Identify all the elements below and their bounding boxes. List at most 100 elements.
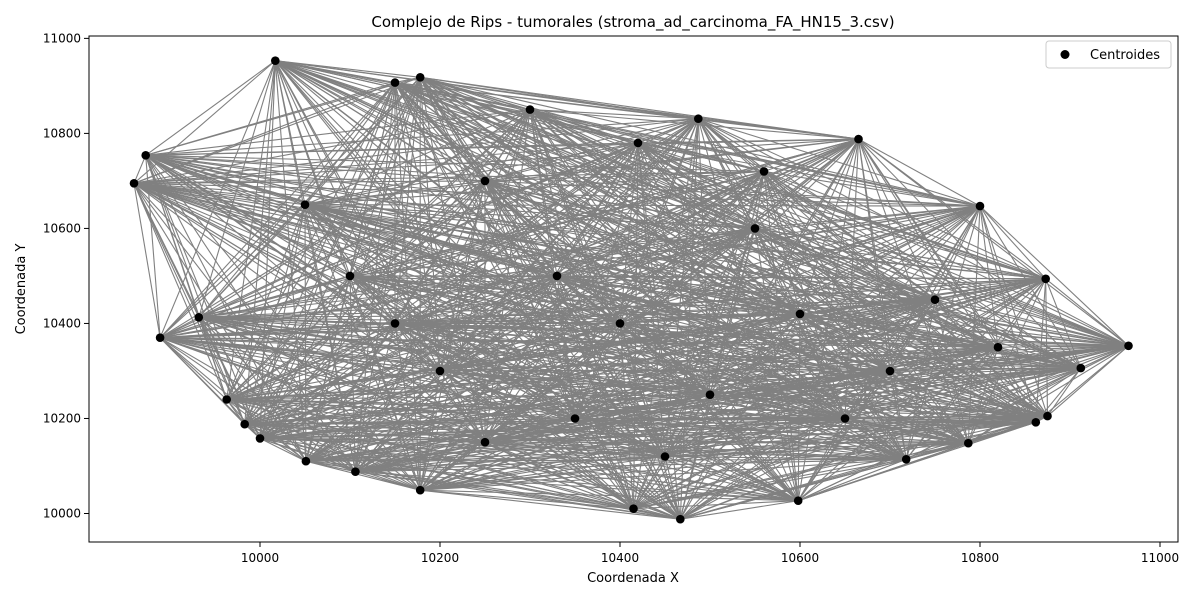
centroid-point bbox=[570, 414, 580, 423]
rips-edge bbox=[709, 394, 799, 502]
rips-edge bbox=[305, 142, 639, 462]
x-tick-label: 10000 bbox=[241, 551, 279, 565]
rips-edge bbox=[145, 154, 621, 324]
rips-edge bbox=[304, 204, 396, 324]
rips-edge bbox=[420, 489, 799, 502]
rips-edge bbox=[799, 313, 891, 372]
rips-edge bbox=[304, 204, 441, 372]
rips-edge bbox=[1047, 367, 1082, 417]
rips-edge bbox=[349, 275, 486, 443]
rips-edge bbox=[637, 142, 681, 520]
rips-edge bbox=[484, 109, 531, 443]
y-tick-label: 10800 bbox=[43, 126, 81, 140]
rips-edge bbox=[304, 204, 846, 420]
centroid-point bbox=[345, 271, 355, 281]
rips-edge bbox=[798, 442, 969, 502]
rips-edge bbox=[698, 118, 981, 207]
rips-edge bbox=[145, 60, 276, 156]
rips-edge bbox=[619, 322, 891, 372]
rips-edge bbox=[529, 109, 576, 419]
rips-edge bbox=[637, 142, 1082, 369]
plot-frame bbox=[88, 35, 1179, 543]
rips-edge bbox=[797, 418, 846, 501]
rips-edge bbox=[394, 82, 801, 315]
rips-edge bbox=[754, 227, 1037, 423]
rips-edge bbox=[349, 275, 936, 301]
rips-edge bbox=[159, 170, 765, 339]
rips-edge bbox=[394, 299, 936, 324]
rips-edge bbox=[304, 204, 621, 324]
rips-edge bbox=[905, 346, 999, 460]
centroid-point bbox=[240, 419, 249, 429]
x-axis-label: Coordenada X bbox=[587, 571, 679, 586]
centroid-point bbox=[300, 200, 310, 209]
centroid-point bbox=[676, 514, 685, 524]
plot-area bbox=[88, 35, 1179, 543]
x-tick-label: 10600 bbox=[781, 551, 819, 565]
rips-edge bbox=[259, 437, 666, 458]
rips-edge bbox=[133, 182, 981, 207]
rips-edge bbox=[934, 278, 1046, 301]
rips-edge bbox=[844, 418, 907, 460]
legend: Centroides bbox=[1045, 40, 1172, 69]
rips-edge bbox=[305, 460, 356, 473]
rips-edge bbox=[145, 155, 200, 318]
rips-edge bbox=[145, 142, 639, 156]
rips-edge bbox=[889, 370, 969, 444]
rips-edge bbox=[133, 182, 756, 229]
rips-edge bbox=[799, 138, 860, 315]
rips-edge bbox=[226, 398, 666, 458]
rips-edge bbox=[1045, 278, 1129, 347]
points-layer bbox=[129, 56, 1133, 524]
rips-edge bbox=[244, 423, 799, 502]
rips-edge bbox=[226, 394, 711, 401]
rips-edge bbox=[226, 398, 486, 443]
rips-edge bbox=[439, 370, 666, 458]
rips-edge bbox=[439, 370, 486, 443]
rips-edge bbox=[394, 322, 666, 457]
centroid-point bbox=[759, 167, 769, 176]
rips-edge bbox=[484, 299, 936, 443]
rips-edge bbox=[304, 204, 801, 315]
centroid-point bbox=[129, 179, 139, 188]
rips-edge bbox=[349, 275, 799, 502]
rips-edge bbox=[529, 109, 756, 229]
centroid-point bbox=[480, 437, 490, 447]
rips-edge bbox=[709, 228, 756, 395]
rips-edge bbox=[637, 142, 891, 372]
rips-edge bbox=[394, 323, 441, 372]
rips-edge bbox=[439, 370, 576, 420]
rips-edge bbox=[305, 460, 421, 491]
rips-edge bbox=[160, 227, 756, 339]
rips-edge bbox=[226, 227, 756, 401]
rips-edge bbox=[619, 322, 846, 420]
rips-edge bbox=[145, 118, 699, 156]
rips-edge bbox=[797, 346, 999, 502]
centroid-point bbox=[750, 224, 760, 233]
centroid-point bbox=[840, 414, 850, 423]
rips-edge bbox=[889, 346, 999, 372]
rips-edge bbox=[844, 278, 1047, 419]
rips-edge bbox=[529, 109, 859, 140]
x-tick-label: 11000 bbox=[1141, 551, 1179, 565]
rips-edge bbox=[133, 109, 531, 184]
rips-edge bbox=[679, 313, 801, 520]
rips-edge bbox=[763, 170, 981, 207]
rips-edge bbox=[763, 170, 1048, 417]
rips-edge bbox=[349, 275, 576, 419]
rips-edge bbox=[244, 275, 558, 425]
rips-edge bbox=[633, 278, 1046, 510]
rips-edge bbox=[979, 205, 1129, 347]
centroid-point bbox=[141, 151, 150, 160]
centroid-point bbox=[1124, 341, 1133, 351]
rips-edge bbox=[484, 180, 969, 444]
centroid-point bbox=[271, 56, 280, 65]
rips-edge bbox=[160, 337, 891, 372]
rips-edge bbox=[145, 154, 306, 206]
rips-edge bbox=[349, 275, 396, 324]
rips-edge bbox=[304, 170, 765, 206]
rips-edge bbox=[259, 437, 486, 443]
rips-edge bbox=[484, 227, 756, 443]
rips-edge bbox=[637, 142, 1129, 347]
centroid-point bbox=[615, 319, 625, 328]
